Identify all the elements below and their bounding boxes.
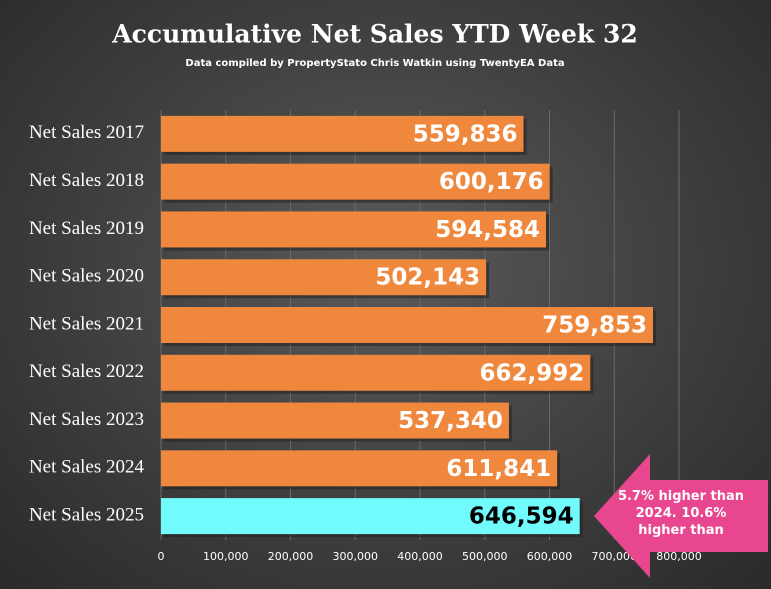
y-tick-label: Net Sales 2025 — [29, 504, 144, 525]
chart-title: Accumulative Net Sales YTD Week 32 — [111, 20, 637, 49]
y-tick-label: Net Sales 2022 — [29, 361, 144, 382]
x-tick-label: 800,000 — [656, 550, 702, 563]
value-label: 559,836 — [413, 121, 518, 147]
annotation-arrow — [594, 454, 768, 578]
value-label: 611,841 — [446, 456, 551, 482]
value-label: 759,853 — [542, 313, 647, 339]
value-label: 662,992 — [480, 360, 585, 386]
x-tick-label: 300,000 — [333, 550, 379, 563]
x-tick-label: 200,000 — [268, 550, 314, 563]
value-label: 594,584 — [435, 217, 540, 243]
x-tick-label: 100,000 — [203, 550, 249, 563]
bar — [161, 307, 654, 343]
x-tick-label: 500,000 — [462, 550, 508, 563]
y-tick-label: Net Sales 2017 — [29, 122, 144, 143]
y-tick-label: Net Sales 2018 — [29, 170, 144, 191]
value-label: 600,176 — [439, 169, 544, 195]
value-label: 502,143 — [375, 265, 480, 291]
bars: Net Sales 2017 559,836 Net Sales 2018 600,1… — [29, 115, 657, 538]
value-label: 537,340 — [398, 408, 503, 434]
bar — [161, 354, 591, 391]
x-tick-label: 600,000 — [527, 550, 573, 563]
y-tick-label: Net Sales 2020 — [29, 266, 144, 287]
x-tick-label: 0 — [158, 550, 165, 563]
bar — [161, 163, 550, 200]
bar — [161, 115, 524, 152]
value-label: 646,594 — [469, 504, 574, 530]
bar — [161, 498, 580, 535]
bar — [161, 259, 487, 296]
bar — [161, 450, 558, 487]
x-tick-label: 700,000 — [592, 550, 638, 563]
y-tick-label: Net Sales 2021 — [29, 313, 144, 334]
bar — [161, 211, 546, 248]
bar — [161, 402, 509, 439]
y-tick-label: Net Sales 2019 — [29, 218, 144, 239]
chart-subtitle: Data compiled by PropertyStato Chris Wat… — [185, 58, 564, 69]
y-tick-label: Net Sales 2023 — [29, 409, 144, 430]
x-tick-label: 400,000 — [397, 550, 443, 563]
y-tick-label: Net Sales 2024 — [29, 457, 145, 478]
annotation: 5.7% higher than 2024. 10.6% higher than — [617, 489, 745, 538]
